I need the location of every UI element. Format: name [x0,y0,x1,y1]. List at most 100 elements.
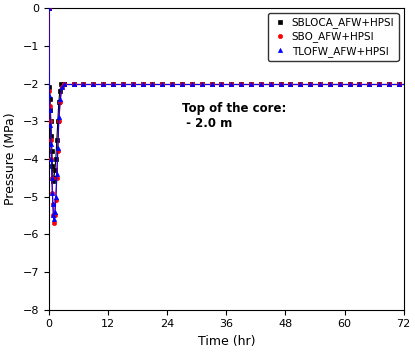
SBLOCA_AFW+HPSI [91,81,96,86]
SBO_AFW+HPSI [258,81,263,86]
SBO_AFW+HPSI [268,81,273,86]
SBLOCA_AFW+HPSI [258,81,263,86]
SBLOCA_AFW+HPSI [81,81,86,86]
SBLOCA_AFW+HPSI [268,81,273,86]
TLOFW_AFW+HPSI [110,81,115,86]
TLOFW_AFW+HPSI [130,81,135,86]
SBO_AFW+HPSI [199,81,204,86]
SBO_AFW+HPSI [278,81,283,86]
Y-axis label: Pressure (MPa): Pressure (MPa) [4,113,17,205]
SBLOCA_AFW+HPSI [308,81,312,86]
SBLOCA_AFW+HPSI [101,81,106,86]
TLOFW_AFW+HPSI [81,81,86,86]
SBLOCA_AFW+HPSI [347,81,352,86]
SBO_AFW+HPSI [229,81,234,86]
SBLOCA_AFW+HPSI [120,81,125,86]
SBLOCA_AFW+HPSI [357,81,362,86]
TLOFW_AFW+HPSI [347,81,352,86]
Legend: SBLOCA_AFW+HPSI, SBO_AFW+HPSI, TLOFW_AFW+HPSI: SBLOCA_AFW+HPSI, SBO_AFW+HPSI, TLOFW_AFW… [268,13,398,61]
SBO_AFW+HPSI [140,81,145,86]
SBO_AFW+HPSI [189,81,194,86]
SBO_AFW+HPSI [170,81,175,86]
TLOFW_AFW+HPSI [209,81,214,86]
SBO_AFW+HPSI [180,81,185,86]
SBO_AFW+HPSI [317,81,322,86]
SBO_AFW+HPSI [71,81,76,86]
TLOFW_AFW+HPSI [180,81,185,86]
TLOFW_AFW+HPSI [268,81,273,86]
TLOFW_AFW+HPSI [258,81,263,86]
TLOFW_AFW+HPSI [288,81,293,86]
SBO_AFW+HPSI [219,81,224,86]
Line: SBO_AFW+HPSI: SBO_AFW+HPSI [62,81,401,86]
SBO_AFW+HPSI [160,81,165,86]
SBO_AFW+HPSI [110,81,115,86]
TLOFW_AFW+HPSI [239,81,244,86]
SBO_AFW+HPSI [209,81,214,86]
SBLOCA_AFW+HPSI [288,81,293,86]
SBLOCA_AFW+HPSI [170,81,175,86]
SBLOCA_AFW+HPSI [396,81,401,86]
SBO_AFW+HPSI [357,81,362,86]
SBO_AFW+HPSI [298,81,303,86]
TLOFW_AFW+HPSI [327,81,332,86]
SBLOCA_AFW+HPSI [219,81,224,86]
SBO_AFW+HPSI [308,81,312,86]
SBLOCA_AFW+HPSI [229,81,234,86]
SBO_AFW+HPSI [239,81,244,86]
SBO_AFW+HPSI [337,81,342,86]
SBO_AFW+HPSI [376,81,381,86]
TLOFW_AFW+HPSI [376,81,381,86]
TLOFW_AFW+HPSI [278,81,283,86]
SBLOCA_AFW+HPSI [61,81,66,86]
SBLOCA_AFW+HPSI [189,81,194,86]
SBO_AFW+HPSI [101,81,106,86]
SBLOCA_AFW+HPSI [199,81,204,86]
SBLOCA_AFW+HPSI [249,81,254,86]
TLOFW_AFW+HPSI [140,81,145,86]
TLOFW_AFW+HPSI [249,81,254,86]
SBLOCA_AFW+HPSI [130,81,135,86]
TLOFW_AFW+HPSI [150,81,155,86]
TLOFW_AFW+HPSI [386,81,391,86]
SBLOCA_AFW+HPSI [150,81,155,86]
TLOFW_AFW+HPSI [219,81,224,86]
SBLOCA_AFW+HPSI [298,81,303,86]
SBLOCA_AFW+HPSI [367,81,372,86]
SBLOCA_AFW+HPSI [327,81,332,86]
SBO_AFW+HPSI [91,81,96,86]
SBO_AFW+HPSI [130,81,135,86]
TLOFW_AFW+HPSI [317,81,322,86]
SBLOCA_AFW+HPSI [110,81,115,86]
SBO_AFW+HPSI [347,81,352,86]
SBO_AFW+HPSI [386,81,391,86]
TLOFW_AFW+HPSI [357,81,362,86]
TLOFW_AFW+HPSI [160,81,165,86]
TLOFW_AFW+HPSI [170,81,175,86]
Line: TLOFW_AFW+HPSI: TLOFW_AFW+HPSI [62,81,401,86]
TLOFW_AFW+HPSI [61,81,66,86]
TLOFW_AFW+HPSI [337,81,342,86]
SBLOCA_AFW+HPSI [278,81,283,86]
SBO_AFW+HPSI [327,81,332,86]
SBO_AFW+HPSI [61,81,66,86]
TLOFW_AFW+HPSI [189,81,194,86]
TLOFW_AFW+HPSI [367,81,372,86]
TLOFW_AFW+HPSI [120,81,125,86]
TLOFW_AFW+HPSI [396,81,401,86]
SBLOCA_AFW+HPSI [209,81,214,86]
Text: Top of the core:
 - 2.0 m: Top of the core: - 2.0 m [182,102,286,130]
X-axis label: Time (hr): Time (hr) [198,335,255,348]
TLOFW_AFW+HPSI [101,81,106,86]
SBO_AFW+HPSI [367,81,372,86]
TLOFW_AFW+HPSI [298,81,303,86]
SBO_AFW+HPSI [249,81,254,86]
SBLOCA_AFW+HPSI [337,81,342,86]
TLOFW_AFW+HPSI [229,81,234,86]
SBO_AFW+HPSI [396,81,401,86]
SBLOCA_AFW+HPSI [71,81,76,86]
TLOFW_AFW+HPSI [91,81,96,86]
SBO_AFW+HPSI [288,81,293,86]
SBLOCA_AFW+HPSI [317,81,322,86]
SBLOCA_AFW+HPSI [239,81,244,86]
